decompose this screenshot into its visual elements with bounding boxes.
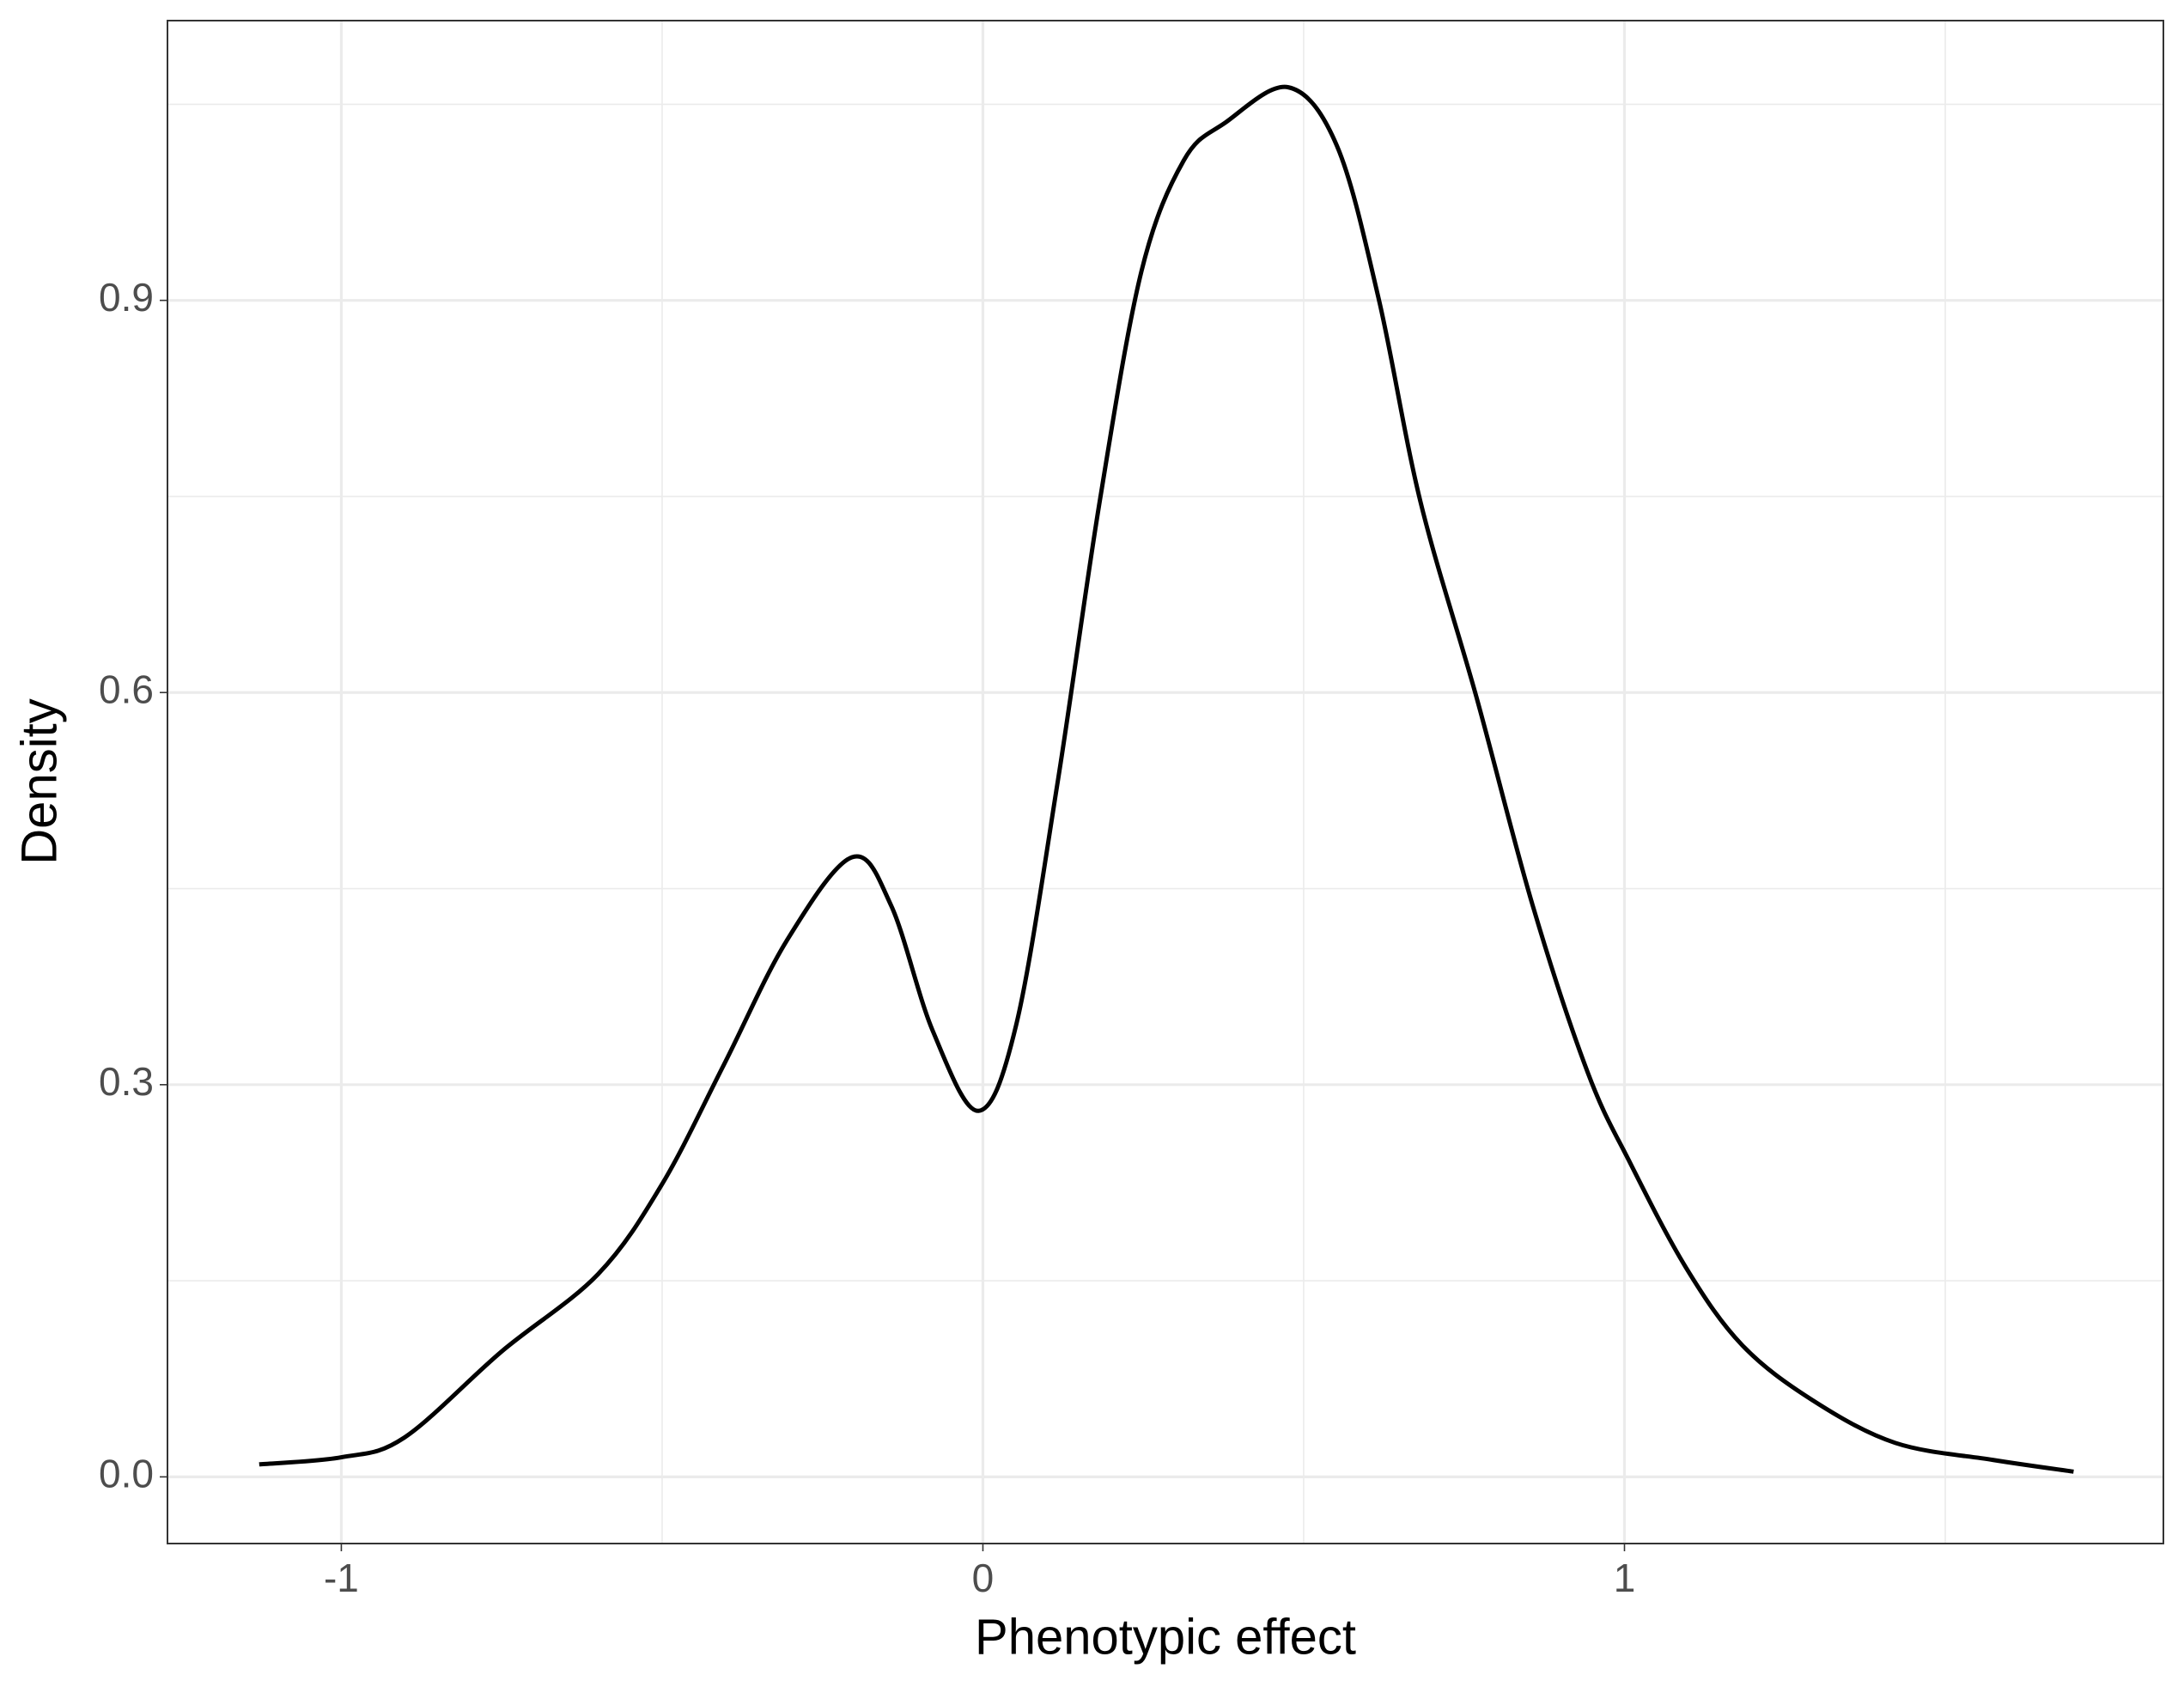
x-tick-label: 0 [972,1556,995,1600]
plot-background [167,21,2163,1544]
x-tick-label: -1 [324,1556,359,1600]
y-tick-label: 0.6 [99,667,154,711]
x-tick-label: 1 [1614,1556,1636,1600]
y-tick-label: 0.0 [99,1452,154,1496]
y-tick-label: 0.9 [99,275,154,320]
panel-border [167,20,2164,1544]
y-tick-label: 0.3 [99,1059,154,1104]
x-axis-title: Phenotypic effect [975,1609,1356,1665]
density-line [259,84,2074,1474]
y-axis-title: Density [11,698,67,864]
